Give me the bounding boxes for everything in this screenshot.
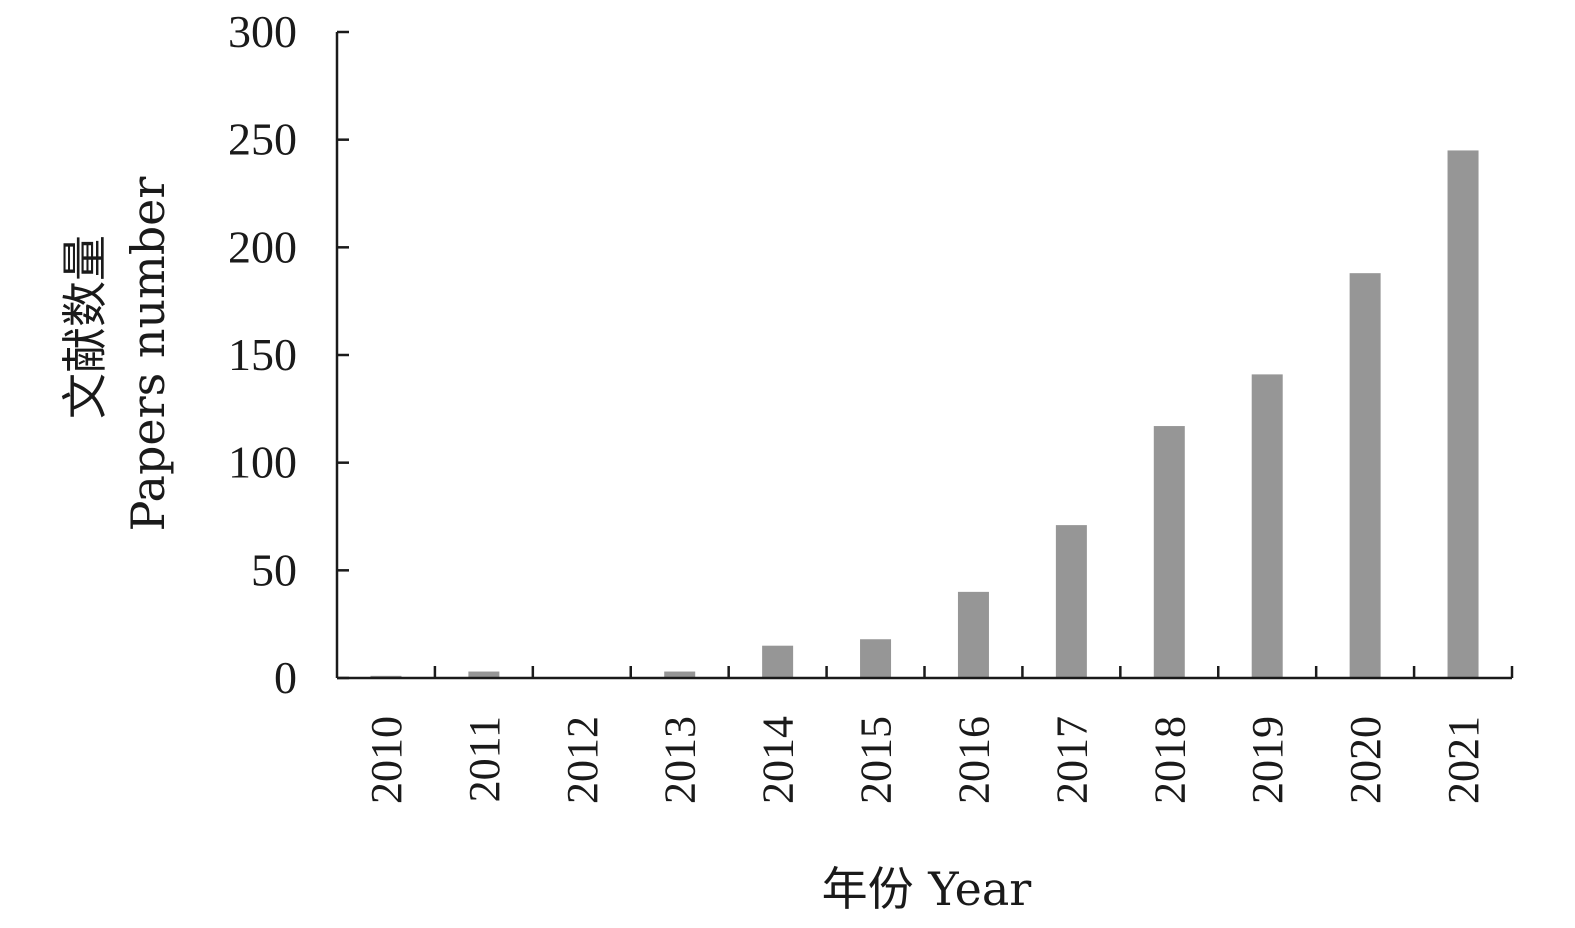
bar-2021 [1447,150,1479,678]
x-tick-label-2017: 2017 [1047,716,1096,804]
x-tick-label-2016: 2016 [949,716,998,804]
bars-layer [370,150,1479,678]
x-tick-label-2014: 2014 [754,716,803,804]
x-tick-label-2010: 2010 [362,716,411,804]
x-tick-label-2020: 2020 [1341,716,1390,804]
y-axis-title-english: Papers number [121,177,175,532]
y-tick-label: 250 [228,114,297,165]
x-tick-label-2018: 2018 [1145,716,1194,804]
x-ticks: 2010 2011 2012 2013 2014 2015 2016 2017 2018 2019… [362,666,1514,804]
y-tick-label: 300 [228,6,297,57]
bar-2016 [957,591,989,678]
x-axis-title: 年份 Year [822,862,1032,916]
x-tick-label-2019: 2019 [1243,716,1292,804]
x-tick-label-2011: 2011 [460,716,509,802]
y-tick-label: 150 [228,329,297,380]
y-tick-label: 0 [274,652,297,703]
bar-2013 [664,671,696,678]
y-tick-label: 100 [228,437,297,488]
x-tick-label-2013: 2013 [656,716,705,804]
bar-2011 [468,671,500,678]
bar-2018 [1153,426,1185,678]
bar-2019 [1251,374,1283,678]
bar-2015 [860,639,892,678]
y-tick-label: 50 [251,544,297,595]
axes-layer [335,32,1512,680]
y-tick-label: 200 [228,221,297,272]
x-tick-label-2015: 2015 [852,716,901,804]
y-axis-title-chinese: 文献数量 [58,235,112,419]
y-ticks: 0 50 100 150 200 250 300 [228,6,349,703]
bar-2017 [1055,525,1087,678]
bar-2020 [1349,273,1381,678]
x-tick-label-2012: 2012 [558,716,607,804]
bar-2014 [762,645,794,678]
x-tick-label-2021: 2021 [1439,716,1488,804]
